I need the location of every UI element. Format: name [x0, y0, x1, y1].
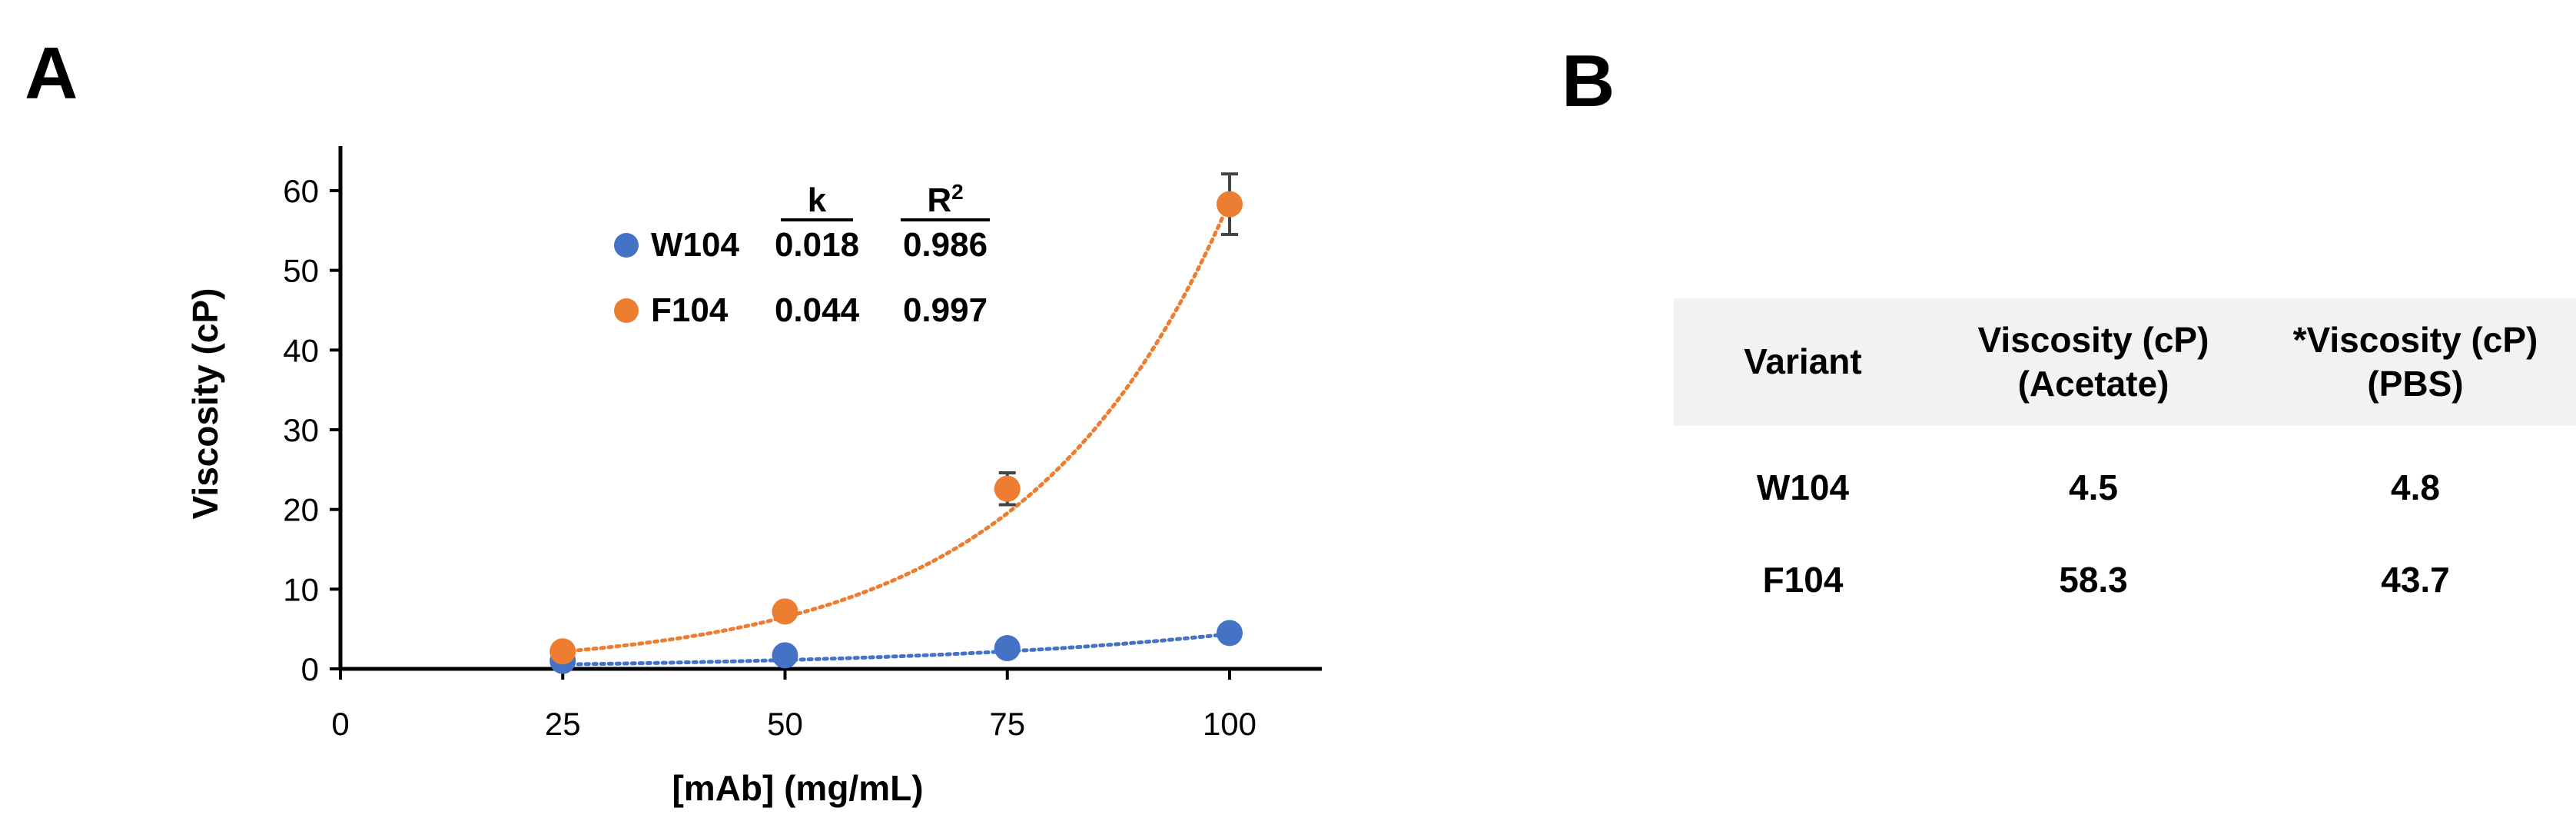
y-tick-label: 40 — [283, 332, 319, 368]
x-tick-label: 25 — [545, 706, 581, 742]
data-point-f104 — [994, 475, 1021, 502]
chart-axes: 0 10 20 30 40 50 60 0 25 50 75 100 — [283, 146, 1322, 742]
header-viscosity-acetate: Viscosity (cP) (Acetate) — [1932, 298, 2255, 426]
header-viscosity-pbs: *Viscosity (cP) (PBS) — [2255, 298, 2576, 426]
panel-label-a: A — [25, 32, 78, 115]
y-tick-label: 10 — [283, 571, 319, 607]
table-header-row: Variant Viscosity (cP) (Acetate) *Viscos… — [1674, 298, 2576, 426]
legend: k R2 W104 0.018 0.986 F104 0.044 0.997 — [614, 180, 990, 329]
table-cell-variant: W104 — [1756, 467, 1850, 507]
data-point-w104 — [772, 642, 798, 669]
data-point-f104 — [1217, 191, 1243, 218]
table-cell-variant: F104 — [1762, 560, 1844, 600]
x-axis-label: [mAb] (mg/mL) — [672, 768, 923, 808]
data-point-f104 — [772, 598, 798, 625]
legend-k-w104: 0.018 — [775, 226, 859, 264]
viscosity-chart: 0 10 20 30 40 50 60 0 25 50 75 100 k R2 W104 0.018 0.98… — [185, 146, 1322, 808]
legend-name-w104: W104 — [651, 226, 739, 264]
x-tick-label: 100 — [1203, 706, 1256, 742]
table-cell-pbs: 43.7 — [2381, 560, 2450, 600]
table-row: W104 4.5 4.8 — [1674, 426, 2576, 534]
trendline-w104 — [560, 632, 1232, 667]
header-variant: Variant — [1674, 298, 1932, 426]
data-point-f104 — [549, 638, 576, 665]
table-cell-acetate: 58.3 — [2059, 560, 2128, 600]
data-point-w104 — [994, 635, 1021, 662]
legend-r2-w104: 0.986 — [903, 226, 988, 264]
table-cell-acetate: 4.5 — [2069, 467, 2118, 507]
legend-header-k: k — [808, 181, 827, 219]
legend-name-f104: F104 — [651, 291, 729, 329]
legend-header-r2: R2 — [927, 180, 963, 219]
y-tick-label: 60 — [283, 173, 319, 209]
y-tick-label: 0 — [301, 651, 319, 687]
legend-header-r2-sup: 2 — [951, 180, 964, 204]
y-tick-label: 20 — [283, 492, 319, 528]
table-row: F104 58.3 43.7 — [1674, 534, 2576, 626]
y-tick-label: 30 — [283, 412, 319, 448]
legend-r2-f104: 0.997 — [903, 291, 988, 329]
trendlines — [560, 199, 1232, 667]
trendline-f104 — [560, 199, 1232, 654]
table-cell-pbs: 4.8 — [2391, 467, 2440, 507]
data-point-w104 — [1217, 620, 1243, 647]
legend-marker-w104 — [614, 233, 639, 258]
legend-k-f104: 0.044 — [775, 291, 860, 329]
x-tick-label: 0 — [331, 706, 349, 742]
viscosity-table: Variant Viscosity (cP) (Acetate) *Viscos… — [1674, 298, 2576, 626]
error-bars — [998, 172, 1238, 507]
x-tick-label: 50 — [767, 706, 803, 742]
y-axis-label: Viscosity (cP) — [185, 288, 225, 520]
y-tick-label: 50 — [283, 253, 319, 289]
legend-marker-f104 — [614, 298, 639, 323]
data-points — [549, 191, 1243, 674]
panel-label-b: B — [1562, 40, 1615, 122]
x-tick-label: 75 — [989, 706, 1025, 742]
